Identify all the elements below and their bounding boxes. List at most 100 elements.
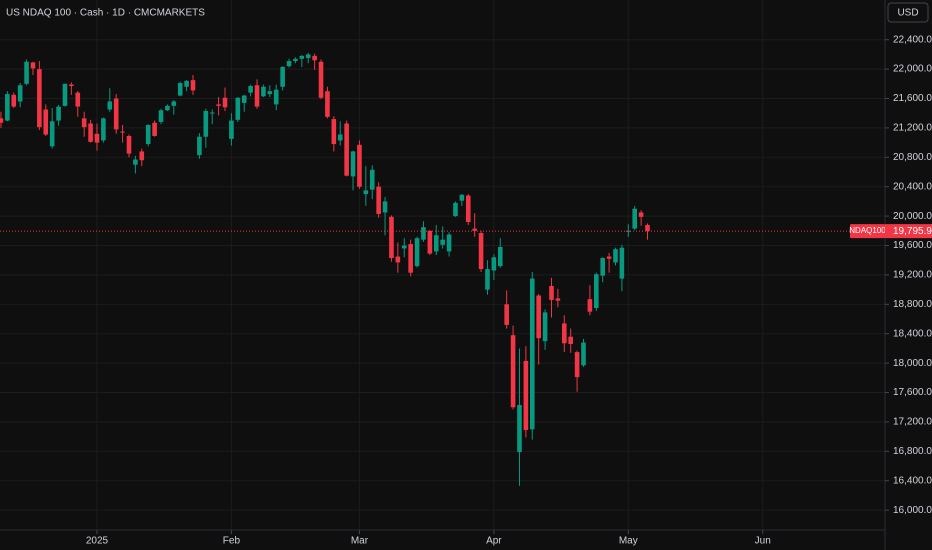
candle-body	[446, 234, 452, 252]
candle-body	[568, 336, 573, 345]
candle-body	[177, 83, 183, 96]
candle-body	[561, 323, 567, 344]
chart-title: US NDAQ 100 · Cash · 1D · CMCMARKETS	[6, 8, 205, 19]
candle-body	[325, 91, 330, 117]
candle-body	[414, 238, 420, 267]
candle-body	[606, 256, 612, 259]
candle-body	[555, 298, 561, 301]
candle-body	[401, 245, 407, 249]
candle-body	[62, 83, 68, 106]
candle-body	[113, 98, 119, 130]
y-tick-label: 16,800.00	[893, 446, 932, 457]
candle-body	[107, 101, 113, 110]
candle-body	[382, 201, 388, 213]
currency-button[interactable]	[887, 2, 929, 23]
candle-body	[241, 95, 247, 103]
candle-body	[491, 257, 497, 271]
candle-body	[11, 94, 17, 107]
candle-body	[497, 246, 503, 267]
price-label: 19,795.90	[893, 226, 932, 237]
candle-body	[440, 239, 445, 245]
candle-body	[581, 342, 586, 366]
y-tick-label: 19,600.00	[893, 240, 932, 251]
y-tick-label: 17,600.00	[893, 387, 932, 398]
candle-body	[337, 134, 343, 141]
candle-body	[485, 269, 490, 290]
candle-body	[273, 89, 279, 105]
candle-body	[453, 202, 458, 217]
candle-body	[139, 151, 145, 161]
candle-body	[318, 61, 324, 98]
candle-body	[203, 110, 209, 137]
candle-body	[120, 131, 125, 133]
candle-body	[574, 352, 580, 378]
candle-body	[69, 84, 74, 87]
y-tick-label: 21,200.00	[893, 123, 932, 134]
currency[interactable]: USD	[897, 8, 918, 19]
candle-body	[305, 54, 311, 59]
candle-body	[363, 190, 369, 195]
candle-body	[587, 299, 593, 312]
candle-body	[421, 227, 426, 240]
y-tick-label: 22,000.00	[893, 64, 932, 75]
candle-body	[267, 91, 273, 95]
candle-body	[529, 278, 535, 430]
candle-body	[293, 58, 298, 62]
y-tick-label: 18,400.00	[893, 328, 932, 339]
x-tick-label: Mar	[351, 536, 369, 547]
candles	[0, 52, 885, 486]
candle-body	[510, 335, 516, 408]
candle-body	[229, 120, 234, 139]
candle-body	[472, 228, 477, 231]
candle-body	[254, 85, 260, 107]
candle-body	[504, 304, 509, 325]
candle-body	[517, 405, 522, 453]
candle-body	[344, 123, 349, 176]
candle-body	[133, 159, 138, 165]
candle-body	[37, 69, 42, 128]
candle-body	[126, 135, 132, 154]
candle-body	[376, 186, 381, 214]
candle-body	[248, 86, 253, 93]
candle-body	[433, 235, 439, 252]
candle-body	[235, 97, 241, 120]
candle-body	[197, 136, 202, 156]
candle-body	[593, 274, 599, 309]
candle-body	[613, 249, 618, 263]
candle-body	[49, 121, 55, 147]
y-tick-label: 16,400.00	[893, 475, 932, 486]
y-tick-label: 17,200.00	[893, 417, 932, 428]
y-tick-label: 21,600.00	[893, 93, 932, 104]
candle-body	[626, 230, 631, 232]
y-tick-label: 16,000.00	[893, 505, 932, 516]
candle-body	[152, 122, 157, 136]
candle-body	[408, 244, 413, 273]
candle-body	[600, 258, 605, 276]
candle-body	[222, 97, 228, 108]
candle-body	[261, 86, 266, 97]
x-tick-label: May	[619, 536, 638, 547]
candle-body	[5, 94, 10, 121]
candle-body	[389, 216, 394, 259]
price-name-box	[850, 224, 885, 239]
candle-body	[101, 118, 106, 141]
candle-body	[17, 85, 23, 102]
candle-body	[459, 194, 465, 201]
candle-body	[190, 80, 196, 91]
candle-body	[312, 55, 317, 61]
candle-body	[88, 123, 93, 142]
candle-body	[56, 106, 61, 121]
candle-body	[478, 233, 484, 270]
y-tick-label: 20,000.00	[893, 211, 932, 222]
candle-body	[81, 118, 87, 128]
candle-body	[75, 92, 81, 107]
candle-body	[43, 109, 49, 135]
y-tick-label: 20,800.00	[893, 152, 932, 163]
x-tick-label: Feb	[223, 536, 241, 547]
y-tick-label: 22,400.00	[893, 34, 932, 45]
candle-body	[331, 119, 337, 145]
x-tick-label: Jun	[755, 536, 771, 547]
x-tick-label: Apr	[486, 536, 502, 547]
candle-body	[299, 55, 305, 59]
